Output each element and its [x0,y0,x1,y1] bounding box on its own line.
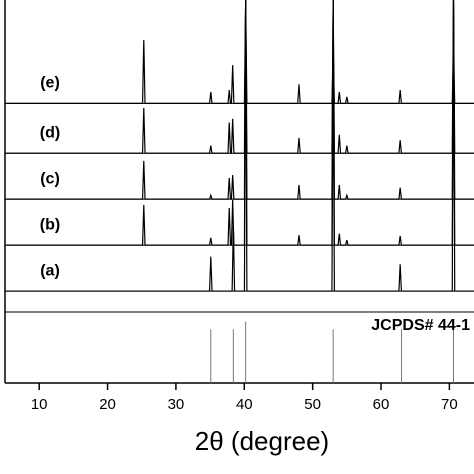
x-tick-label: 20 [99,396,116,413]
x-tick-label: 30 [168,396,185,413]
x-tick-label: 60 [373,396,390,413]
x-axis-title: 2θ (degree) [195,426,329,456]
reference-label: JCPDS# 44-1 [371,317,470,334]
x-tick-label: 40 [236,396,253,413]
pattern-label: (d) [40,124,60,141]
pattern-line [5,0,474,105]
x-tick-label: 70 [441,396,458,413]
pattern-label: (c) [40,170,60,187]
pattern-label: (e) [40,75,60,92]
pattern-line [5,0,474,292]
pattern-line [5,0,474,200]
pattern-line [5,0,474,246]
x-tick-label: 50 [304,396,321,413]
x-tick-label: 10 [31,396,48,413]
pattern-line [5,0,474,154]
pattern-label: (a) [40,262,60,279]
pattern-label: (b) [40,216,60,233]
